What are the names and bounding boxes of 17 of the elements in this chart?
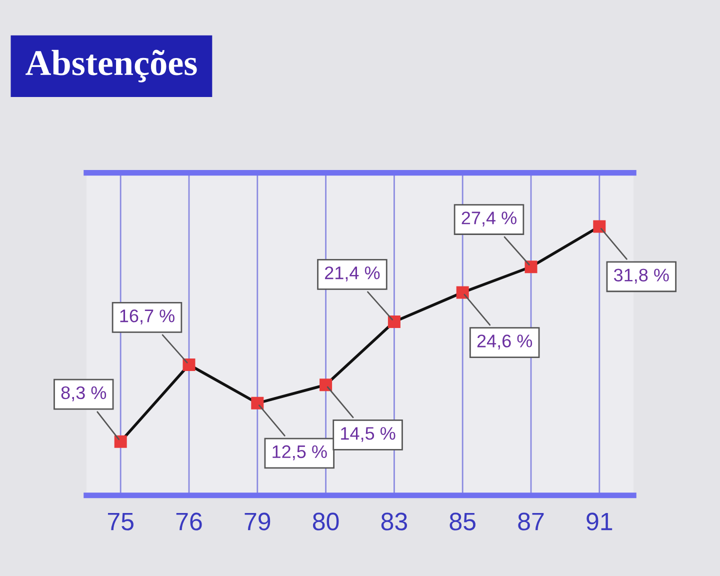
data-label: 12,5 % (272, 445, 327, 460)
data-label: 16,7 % (120, 309, 174, 324)
x-tick-label: 83 (381, 512, 408, 530)
data-label: 8,3 % (61, 386, 106, 402)
chart-title: Abstenções (26, 50, 197, 82)
data-label: 27,4 % (462, 212, 516, 226)
x-tick-label: 79 (244, 512, 270, 530)
x-tick-label: 80 (312, 512, 339, 530)
data-label: 31,8 % (614, 268, 669, 284)
data-label: 24,6 % (477, 334, 532, 350)
data-label: 14,5 % (341, 427, 396, 442)
x-tick-label: 91 (586, 512, 612, 530)
x-tick-label: 85 (450, 512, 476, 530)
data-label: 21,4 % (325, 266, 380, 282)
x-tick-label: 76 (176, 512, 202, 530)
x-tick-label: 87 (518, 512, 544, 530)
x-tick-label: 75 (108, 512, 134, 530)
